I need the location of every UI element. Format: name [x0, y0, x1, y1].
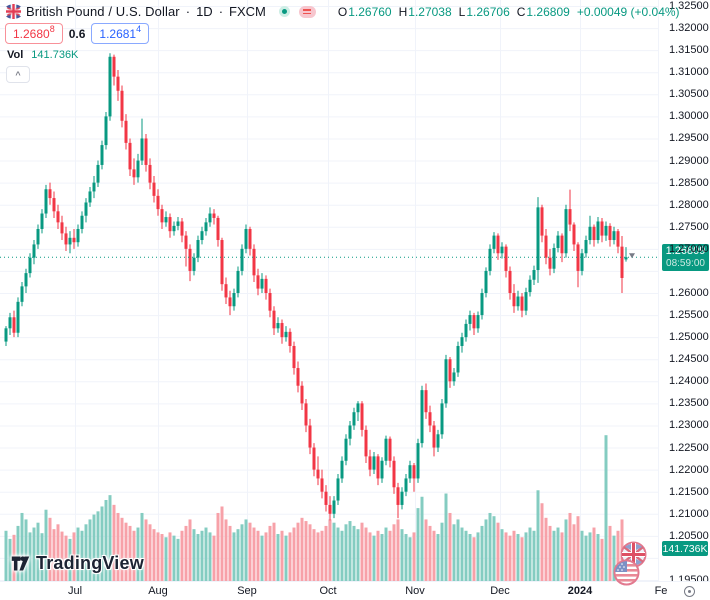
time-tick-label: Dec [490, 585, 510, 597]
symbol-title[interactable]: British Pound / U.S. Dollar [26, 4, 180, 19]
time-tick-label: Fe [654, 585, 668, 597]
price-tick-label: 1.29000 [669, 154, 709, 167]
price-tick-label: 1.22500 [669, 441, 709, 454]
time-tick-label: Jul [67, 585, 83, 597]
tradingview-logo-mark [11, 556, 30, 571]
price-tick-label: 1.30000 [669, 110, 709, 123]
price-tick-label: 1.31000 [669, 66, 709, 79]
last-price-badge: 1.26809 08:59:00 [662, 243, 709, 271]
interval-label[interactable]: 1D [196, 4, 213, 19]
usd-flag-icon [613, 559, 640, 586]
price-tick-label: 1.32500 [669, 0, 709, 12]
ohlc-values: O 1.26760 H 1.27038 L 1.26706 C 1.26809 +0.0… [331, 5, 680, 19]
separator-dot: · [185, 4, 191, 19]
price-tick-label: 1.29500 [669, 132, 709, 145]
collapse-legend-button[interactable]: ^ [6, 66, 30, 83]
time-tick-label: 2024 [567, 585, 593, 597]
last-price-marker-icon [629, 253, 635, 259]
price-tick-label: 1.24500 [669, 353, 709, 366]
grid-lines [0, 0, 658, 581]
time-tick-label: Nov [405, 585, 425, 597]
price-tick-label: 1.28000 [669, 198, 709, 211]
open-value: 1.26760 [348, 4, 392, 19]
last-price-value: 1.26809 [665, 245, 706, 258]
volume-badge: 141.736K [662, 541, 708, 556]
high-value: 1.27038 [408, 4, 452, 19]
volume-value: 141.736K [31, 49, 79, 61]
close-label: C [516, 4, 526, 19]
price-tick-label: 1.21000 [669, 507, 709, 520]
price-tick-label: 1.28500 [669, 176, 709, 189]
price-tick-label: 1.23000 [669, 419, 709, 432]
high-label: H [398, 4, 408, 19]
price-tick-label: 1.31500 [669, 44, 709, 57]
volume-series [4, 435, 628, 581]
low-value: 1.26706 [466, 4, 510, 19]
buy-button[interactable]: 1.26814 [91, 23, 150, 44]
time-tick-label: Oct [319, 585, 337, 597]
spread-value: 0.6 [68, 26, 86, 41]
exchange-label[interactable]: FXCM [229, 4, 266, 19]
price-tick-label: 1.27000 [669, 242, 709, 255]
time-tick-label: Aug [148, 585, 168, 597]
separator-dot: · [218, 4, 224, 19]
session-settings-icon[interactable] [684, 586, 695, 597]
change-value: +0.00049 (+0.04%) [576, 4, 680, 19]
bar-countdown: 08:59:00 [666, 257, 705, 269]
price-tick-label: 1.25500 [669, 309, 709, 322]
time-axis[interactable]: Jul Aug Sep Oct Nov Dec 2024 Fe [0, 581, 710, 600]
candlestick-chart[interactable] [0, 0, 658, 581]
price-tick-label: 1.24000 [669, 375, 709, 388]
price-tick-label: 1.32000 [669, 22, 709, 35]
gbpusd-flag-icon [6, 4, 21, 19]
price-tick-label: 1.26000 [669, 287, 709, 299]
price-tick-label: 1.25000 [669, 331, 709, 344]
low-label: L [458, 4, 466, 19]
time-tick-label: Sep [237, 585, 257, 597]
price-tick-label: 1.22000 [669, 463, 709, 476]
symbol-header: British Pound / U.S. Dollar · 1D · FXCM … [6, 4, 680, 19]
volume-label[interactable]: Vol [7, 49, 24, 61]
price-axis[interactable]: ^ 1.26809 08:59:00 141.736K 1.32500 1.320… [658, 0, 710, 586]
sell-button[interactable]: 1.26808 [5, 23, 63, 44]
market-status-dot-icon[interactable] [278, 6, 290, 17]
volume-row: Vol 141.736K [7, 49, 78, 61]
tradingview-logo[interactable]: TradingView [10, 553, 144, 574]
candle-series [4, 53, 628, 521]
bid-ask-row: 1.26808 0.6 1.26814 [5, 23, 150, 44]
chevron-up-icon[interactable]: ^ [695, 1, 701, 11]
price-tick-label: 1.20500 [669, 529, 709, 542]
notifications-pill-icon[interactable] [298, 5, 316, 18]
price-tick-label: 1.30500 [669, 88, 709, 101]
price-tick-label: 1.21500 [669, 485, 709, 498]
close-value: 1.26809 [526, 4, 570, 19]
price-tick-label: 1.27500 [669, 220, 709, 233]
price-tick-label: 1.23500 [669, 397, 709, 410]
open-label: O [337, 4, 348, 19]
tradingview-logo-text: TradingView [36, 553, 144, 573]
